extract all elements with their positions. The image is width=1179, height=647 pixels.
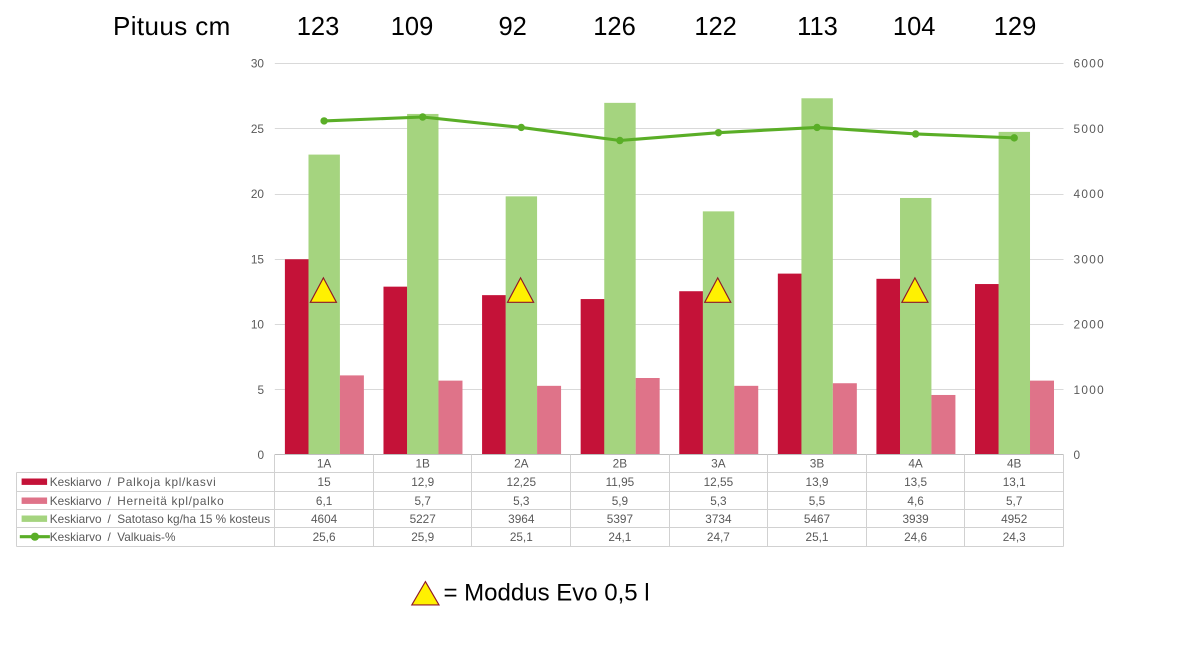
svg-text:15: 15	[251, 252, 265, 266]
svg-text:3734: 3734	[705, 512, 732, 526]
svg-text:/: /	[108, 494, 112, 508]
svg-text:0: 0	[1074, 448, 1082, 462]
svg-text:6000: 6000	[1074, 57, 1105, 71]
svg-text:3964: 3964	[508, 512, 535, 526]
svg-text:25,1: 25,1	[806, 530, 829, 544]
svg-text:5,5: 5,5	[809, 494, 826, 508]
svg-text:92: 92	[499, 13, 527, 41]
svg-text:2A: 2A	[514, 457, 529, 471]
svg-text:3A: 3A	[711, 457, 726, 471]
svg-text:13,1: 13,1	[1003, 475, 1026, 489]
svg-text:24,7: 24,7	[707, 530, 730, 544]
svg-text:126: 126	[593, 13, 636, 41]
svg-text:25,1: 25,1	[510, 530, 533, 544]
svg-text:4604: 4604	[311, 512, 338, 526]
svg-text:15: 15	[318, 475, 332, 489]
svg-text:10: 10	[251, 318, 265, 332]
svg-text:24,6: 24,6	[904, 530, 927, 544]
svg-text:4,6: 4,6	[907, 494, 924, 508]
svg-text:Valkuais-%: Valkuais-%	[117, 530, 176, 544]
svg-text:= Moddus Evo 0,5 l: = Moddus Evo 0,5 l	[444, 580, 650, 607]
svg-text:Palkoja kpl/kasvi: Palkoja kpl/kasvi	[117, 475, 216, 489]
svg-text:6,1: 6,1	[316, 494, 332, 508]
svg-text:24,1: 24,1	[608, 530, 631, 544]
svg-text:/: /	[108, 512, 112, 526]
svg-text:3B: 3B	[810, 457, 825, 471]
svg-text:2000: 2000	[1074, 318, 1105, 332]
svg-text:/: /	[108, 530, 112, 544]
svg-text:3000: 3000	[1074, 252, 1105, 266]
svg-text:Keskiarvo: Keskiarvo	[50, 530, 102, 544]
svg-text:25,6: 25,6	[313, 530, 336, 544]
svg-text:123: 123	[297, 13, 340, 41]
svg-text:Keskiarvo: Keskiarvo	[50, 512, 102, 526]
svg-text:/: /	[108, 475, 112, 489]
svg-text:4952: 4952	[1001, 512, 1027, 526]
svg-text:11,95: 11,95	[606, 475, 635, 489]
svg-text:25: 25	[251, 122, 265, 136]
svg-text:5397: 5397	[607, 512, 633, 526]
svg-text:2B: 2B	[613, 457, 628, 471]
svg-text:5,7: 5,7	[414, 494, 430, 508]
svg-text:20: 20	[251, 187, 265, 201]
svg-text:104: 104	[893, 13, 936, 41]
svg-text:5: 5	[257, 383, 264, 397]
svg-text:0: 0	[257, 448, 264, 462]
svg-text:4B: 4B	[1007, 457, 1022, 471]
svg-text:129: 129	[994, 13, 1037, 41]
svg-text:5,3: 5,3	[710, 494, 727, 508]
svg-text:5227: 5227	[410, 512, 436, 526]
svg-text:5000: 5000	[1074, 122, 1105, 136]
svg-text:4A: 4A	[908, 457, 923, 471]
svg-text:12,55: 12,55	[704, 475, 734, 489]
svg-text:113: 113	[797, 13, 838, 41]
svg-text:Keskiarvo: Keskiarvo	[50, 494, 102, 508]
svg-text:109: 109	[391, 13, 434, 41]
svg-text:25,9: 25,9	[411, 530, 434, 544]
svg-text:Herneitä kpl/palko: Herneitä kpl/palko	[117, 494, 224, 508]
svg-text:12,9: 12,9	[411, 475, 434, 489]
svg-text:13,9: 13,9	[806, 475, 829, 489]
svg-text:24,3: 24,3	[1003, 530, 1026, 544]
svg-text:4000: 4000	[1074, 187, 1105, 201]
svg-text:5467: 5467	[804, 512, 830, 526]
svg-text:5,9: 5,9	[612, 494, 628, 508]
svg-text:5,3: 5,3	[513, 494, 530, 508]
svg-text:5,7: 5,7	[1006, 494, 1022, 508]
svg-text:1000: 1000	[1074, 383, 1105, 397]
svg-text:12,25: 12,25	[507, 475, 537, 489]
svg-text:1B: 1B	[415, 457, 430, 471]
svg-text:3939: 3939	[902, 512, 928, 526]
svg-text:1A: 1A	[317, 457, 332, 471]
svg-text:30: 30	[251, 57, 265, 71]
svg-text:Satotaso kg/ha 15 % kosteus: Satotaso kg/ha 15 % kosteus	[117, 512, 270, 526]
svg-text:Pituus cm: Pituus cm	[113, 11, 231, 41]
svg-text:13,5: 13,5	[904, 475, 927, 489]
svg-text:Keskiarvo: Keskiarvo	[50, 475, 102, 489]
svg-text:122: 122	[694, 13, 737, 41]
